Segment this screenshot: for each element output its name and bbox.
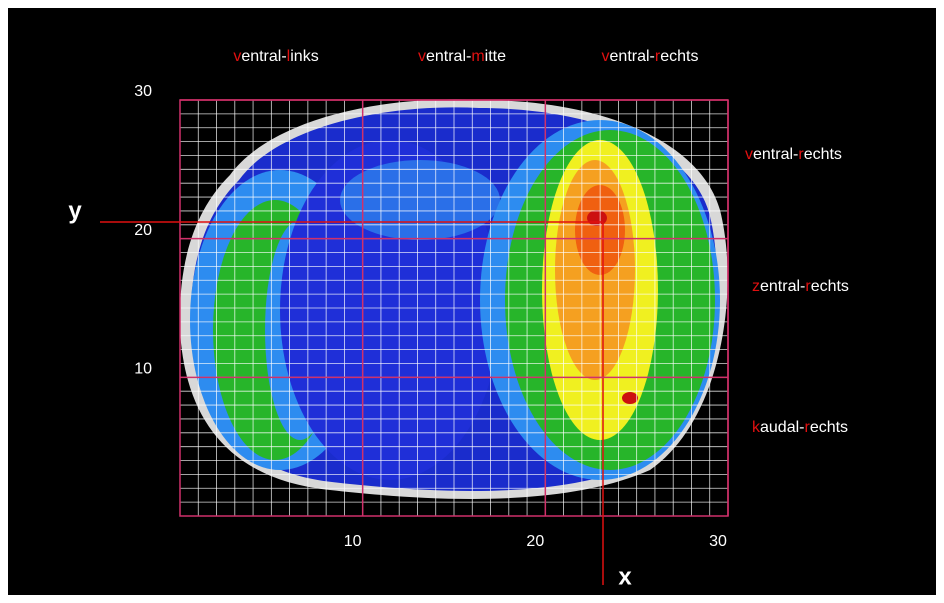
y-tick-label: 30 (134, 83, 152, 100)
label-part: echts (660, 48, 698, 65)
region-label: ventral-mitte (418, 48, 506, 65)
label-part: entral- (753, 146, 798, 163)
region-label: zentral-rechts (752, 278, 849, 295)
label-part: entral- (610, 48, 655, 65)
y-tick-label: 20 (134, 222, 152, 239)
label-part: inks (290, 48, 318, 65)
label-part: audal- (760, 419, 804, 436)
label-part: v (233, 48, 241, 65)
label-part: m (471, 48, 484, 65)
x-axis-label: x (618, 563, 632, 590)
region-label: kaudal-rechts (752, 419, 848, 436)
label-part: itte (485, 48, 506, 65)
label-part: z (752, 278, 760, 295)
label-part: v (745, 146, 753, 163)
label-part: echts (811, 278, 849, 295)
y-axis-label: y (68, 197, 82, 224)
x-tick-label: 30 (709, 533, 727, 550)
y-tick-label: 10 (134, 361, 152, 378)
label-part: v (602, 48, 610, 65)
label-part: entral- (760, 278, 805, 295)
label-part: v (418, 48, 426, 65)
region-label: ventral-links (233, 48, 318, 65)
pressure-map-figure: y x 102030102030ventral-linksventral-mit… (0, 0, 944, 603)
label-part: entral- (426, 48, 471, 65)
region-label: ventral-rechts (602, 48, 699, 65)
label-part: echts (810, 419, 848, 436)
label-part: echts (804, 146, 842, 163)
region-label: ventral-rechts (745, 146, 842, 163)
x-tick-label: 10 (344, 533, 362, 550)
x-tick-label: 20 (526, 533, 544, 550)
label-part: entral- (241, 48, 286, 65)
